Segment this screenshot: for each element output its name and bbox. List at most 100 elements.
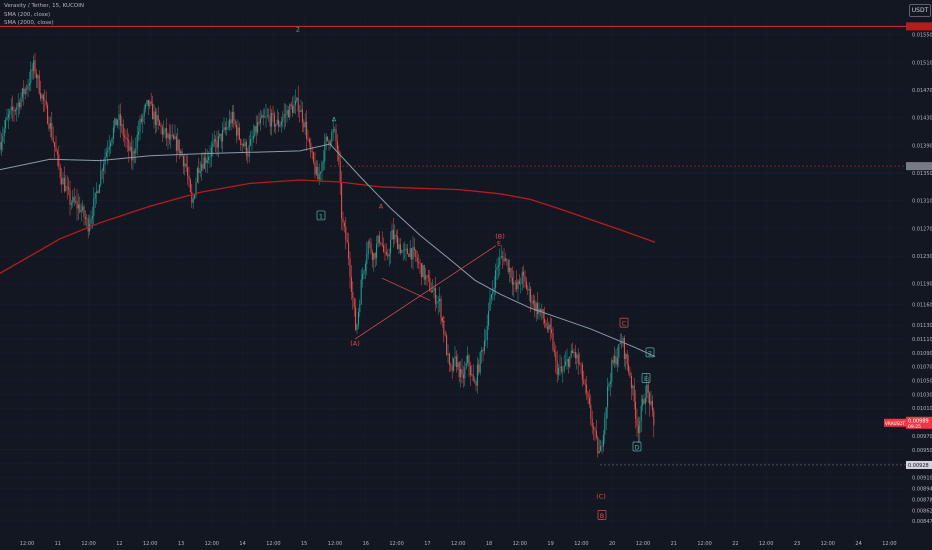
candle-body (619, 342, 621, 345)
candle-body (226, 127, 228, 130)
candle-body (367, 241, 369, 254)
candle-body (346, 239, 348, 243)
candle-body (455, 356, 457, 368)
x-tick-label: 23 (794, 541, 800, 547)
candle-body (374, 253, 376, 259)
candle-body (244, 141, 246, 147)
wave-label-box (316, 210, 326, 221)
candle-body (607, 386, 609, 408)
candle-body (131, 146, 133, 161)
candle-body (325, 136, 327, 142)
candle-body (521, 271, 523, 284)
candle-body (308, 139, 310, 144)
candle-body (525, 281, 527, 290)
candle-body (142, 115, 144, 122)
candle-body (231, 112, 233, 124)
candle-body (612, 360, 614, 363)
sma-price-tag-bg (906, 162, 932, 171)
candle-body (86, 218, 88, 220)
candle-body (483, 340, 485, 352)
candle-body (566, 359, 568, 362)
x-tick-label: 24 (855, 541, 861, 547)
candle-body (454, 356, 456, 359)
y-tick-label: 0.01270 (912, 226, 932, 232)
candle-body (66, 186, 68, 188)
candle-body (294, 100, 296, 105)
candle-body (321, 161, 323, 172)
x-tick-label: 13 (178, 541, 184, 547)
reference-lines (0, 25, 906, 466)
candle-body (166, 128, 168, 138)
candle-body (420, 263, 422, 278)
candle-body (201, 164, 203, 171)
candle-body (496, 267, 498, 270)
candle-body (70, 203, 72, 205)
wave-label-A: A (332, 116, 337, 124)
y-tick-label: 0.01130 (912, 323, 932, 329)
candle-body (395, 234, 397, 237)
candle-body (366, 253, 368, 265)
candle-body (170, 134, 172, 140)
candle-body (126, 138, 128, 140)
candle-body (385, 252, 387, 255)
candle-body (567, 359, 569, 367)
candle-body (608, 383, 610, 387)
y-tick-label: 0.00970 (912, 434, 932, 440)
candle-body (439, 298, 441, 302)
candle-body (38, 75, 40, 94)
candle-body (357, 311, 359, 325)
candle-body (565, 361, 567, 366)
wave-label-text: 2 (648, 349, 652, 357)
wave-label-text: C (441, 316, 446, 324)
candle-body (48, 123, 50, 129)
wave-label-B: (B) (495, 232, 505, 240)
y-tick-label: 0.01350 (912, 171, 932, 177)
candle-body (471, 374, 473, 376)
candle-body (293, 104, 295, 114)
candle-body (199, 170, 201, 173)
y-tick-label: 0.00847 (912, 519, 932, 525)
candle-body (348, 242, 350, 259)
candle-body (160, 125, 162, 128)
candle-body (342, 218, 344, 223)
candle-body (251, 139, 253, 140)
candle-body (590, 404, 592, 419)
candle-body (150, 101, 152, 104)
candle-body (380, 242, 382, 244)
candle-body (331, 132, 333, 142)
wave-label-text: 2 (296, 26, 300, 34)
candle-body (332, 129, 334, 133)
sma-slow-legend: SMA (2000, close) (4, 20, 54, 26)
moving-averages (0, 143, 656, 357)
wave-label-text: B (600, 512, 604, 520)
y-tick-label: 0.01090 (912, 351, 932, 357)
x-tick-label: 15 (301, 541, 307, 547)
candle-body (537, 303, 539, 315)
candle-body (406, 248, 408, 255)
candle-body (215, 139, 217, 142)
candle-body (37, 75, 39, 79)
candle-body (273, 114, 275, 127)
candle-body (222, 130, 224, 142)
candle-body (467, 355, 469, 363)
candle-body (486, 325, 488, 341)
x-tick-label: 19 (547, 541, 553, 547)
axis-labels: 0.01550 0.01510 0.01470 0.01430 0.01390 0.013… (20, 33, 932, 547)
x-tick-label: 20 (609, 541, 615, 547)
candle-body (21, 88, 23, 98)
x-tick-label: 16 (363, 541, 369, 547)
candle-body (433, 287, 435, 291)
candle-body (51, 122, 53, 138)
chart-legend[interactable]: Verasity / Tether, 15, KUCOIN SMA (200, … (4, 2, 84, 28)
candle-body (192, 198, 194, 203)
candle-body (378, 235, 380, 243)
currency-badge[interactable]: USDT (909, 4, 931, 17)
candle-body (432, 290, 434, 293)
candle-body (408, 254, 410, 257)
candle-body (383, 245, 385, 252)
candle-body (329, 141, 331, 145)
candle-body (19, 102, 21, 108)
candle-body (531, 302, 533, 304)
